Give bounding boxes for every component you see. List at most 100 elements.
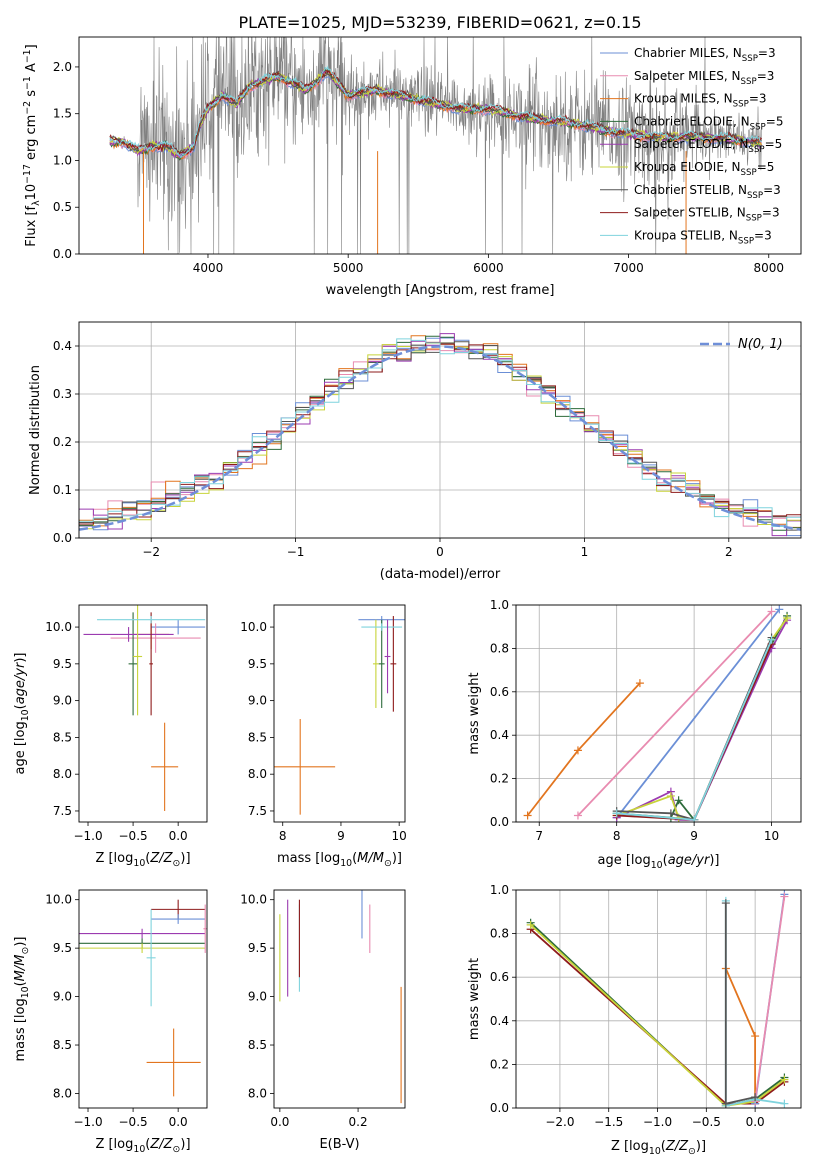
panel-spectrum: 4000 5000 6000 7000 8000 0.0 0.5 1.0 1.5 2.0 Chabr…	[22, 36, 802, 298]
plot-area-weight_vs_age	[523, 605, 792, 822]
y-tick-label: 9.5	[53, 657, 72, 671]
weight-marker-kroupa_elodie	[666, 791, 675, 800]
weight-marker-kroupa_miles	[573, 746, 582, 755]
plot-area-age_vs_z	[83, 605, 206, 811]
weight-marker-salpeter_miles	[780, 892, 789, 901]
panel-weight_vs_age: 7 8 9 10 0.0 0.2 0.4 0.6 0.8 1.0 age [log10(age/yr…	[467, 598, 802, 871]
weight-line-chabrier_elodie	[616, 615, 788, 822]
y-tick-label: 0.6	[490, 685, 509, 699]
weight-marker-kroupa_elodie	[526, 920, 535, 929]
plot-area-age_vs_mass	[274, 616, 405, 815]
panel-weight_vs_z: −2.0 −1.5 −1.0 −0.5 0.0 0.0 0.2 0.4 0.6 0.8 1.0 Z […	[467, 883, 802, 1157]
plot-area-mass_vs_ebv	[279, 890, 402, 1104]
y-tick-label: 8.0	[248, 1086, 267, 1100]
y-tick-label: 1.0	[490, 598, 509, 612]
x-axis-label: wavelength [Angstrom, rest frame]	[326, 283, 555, 298]
axes-frame	[78, 321, 802, 539]
panel-residuals: −2 −1 0 1 2 0.0 0.1 0.2 0.3 0.4 N(0, 1) (data-model…	[28, 321, 802, 582]
histogram-kroupa_stelib	[79, 338, 801, 527]
weight-line-kroupa_miles	[526, 682, 641, 817]
weight-marker-kroupa_stelib	[612, 809, 621, 818]
y-tick-label: 9.0	[53, 694, 72, 708]
y-tick-label: 7.5	[248, 804, 267, 818]
axes-frame	[78, 36, 802, 255]
legend-label: Chabrier ELODIE, NSSP=5	[634, 114, 783, 132]
y-axis-label: mass weight	[467, 672, 482, 754]
x-tick-label: −1.0	[73, 1115, 102, 1129]
axes-frame	[273, 889, 406, 1109]
figure-title: PLATE=1025, MJD=53239, FIBERID=0621, z=0…	[238, 13, 641, 32]
y-tick-label: 10.0	[240, 620, 267, 634]
y-tick-label: 0.0	[53, 247, 72, 261]
legend: Chabrier MILES, NSSP=3 Salpeter MILES, NS…	[600, 46, 783, 246]
x-tick-label: 1	[581, 545, 589, 559]
x-tick-label: 5000	[333, 261, 364, 275]
x-tick-label: −2.0	[545, 1115, 574, 1129]
x-tick-label: −1.0	[643, 1115, 672, 1129]
weight-marker-kroupa_miles	[635, 679, 644, 688]
x-tick-label: 10	[764, 829, 779, 843]
weight-marker-kroupa_stelib	[690, 815, 699, 822]
y-axis-label: mass weight	[467, 958, 482, 1040]
x-tick-label: 0	[436, 545, 444, 559]
y-tick-label: 8.5	[248, 1038, 267, 1052]
y-tick-label: 0.4	[490, 728, 509, 742]
y-tick-label: 9.0	[248, 990, 267, 1004]
x-tick-label: 9	[690, 829, 698, 843]
y-tick-label: 0.0	[53, 531, 72, 545]
y-tick-label: 2.0	[53, 60, 72, 74]
axes-frame	[515, 604, 802, 823]
y-tick-label: 0.4	[490, 1014, 509, 1028]
axes-frame	[273, 604, 406, 823]
x-tick-label: −1.5	[594, 1115, 623, 1129]
x-tick-label: 7000	[613, 261, 644, 275]
y-tick-label: 8.5	[53, 730, 72, 744]
y-tick-label: 9.5	[248, 657, 267, 671]
panel-mass_vs_z: −1.0 −0.5 0.0 8.0 8.5 9.0 9.5 10.0 Z [log10(Z/Z⊙…	[13, 889, 208, 1155]
x-axis-label: Z [log10(Z/Z⊙)]	[95, 851, 190, 869]
y-tick-label: 0.2	[490, 1057, 509, 1071]
weight-marker-kroupa_miles	[751, 1032, 760, 1041]
legend-label: N(0, 1)	[738, 337, 783, 352]
y-tick-label: 0.5	[53, 200, 72, 214]
panel-mass_vs_ebv: 0.0 0.2 8.0 8.5 9.0 9.5 10.0 E(B-V)	[240, 889, 406, 1152]
plot-area-weight_vs_z	[526, 890, 789, 1108]
weight-line-chabrier_miles	[615, 608, 781, 819]
y-axis-label: mass [log10(M/M⊙)]	[13, 937, 31, 1062]
weight-line-salpeter_miles	[754, 896, 786, 1102]
axes-frame	[78, 604, 208, 823]
weight-line-salpeter_miles	[577, 610, 773, 817]
plot-area-mass_vs_z	[79, 899, 207, 1097]
x-tick-label: −0.5	[119, 829, 148, 843]
weight-line-kroupa_miles	[724, 968, 756, 1102]
y-tick-label: 0.2	[490, 772, 509, 786]
y-tick-label: 0.0	[490, 1101, 509, 1115]
weight-marker-chabrier_stelib	[721, 899, 730, 908]
weight-marker-chabrier_stelib	[666, 809, 675, 818]
y-tick-label: 1.0	[490, 883, 509, 897]
y-tick-label: 9.0	[53, 990, 72, 1004]
x-axis-label: Z [log10(Z/Z⊙)]	[95, 1137, 190, 1155]
y-tick-label: 10.0	[45, 893, 72, 907]
plot-area-residuals	[79, 333, 801, 537]
weight-marker-kroupa_stelib	[767, 635, 776, 644]
x-tick-label: −1.0	[73, 829, 102, 843]
model-line-kroupa_stelib	[109, 65, 763, 158]
x-axis-label: (data-model)/error	[380, 567, 501, 582]
weight-line-kroupa_elodie	[529, 924, 785, 1107]
y-tick-label: 8.0	[248, 767, 267, 781]
x-axis-label: mass [log10(M/M⊙)]	[277, 851, 402, 869]
legend-label: Chabrier MILES, NSSP=3	[634, 46, 776, 64]
model-line-chabrier_stelib	[109, 71, 762, 155]
y-tick-label: 0.4	[53, 339, 72, 353]
legend-label: Kroupa ELODIE, NSSP=5	[634, 160, 774, 178]
y-axis-label: Flux [fλ10−17 erg cm−2 s−1 A−1]	[22, 44, 42, 246]
axes-frame	[78, 889, 208, 1109]
x-tick-label: −1	[287, 545, 305, 559]
histogram-salpeter_elodie	[79, 333, 801, 537]
y-tick-label: 8.0	[53, 767, 72, 781]
weight-marker-salpeter_miles	[767, 607, 776, 616]
y-tick-label: 0.2	[53, 435, 72, 449]
y-tick-label: 10.0	[45, 620, 72, 634]
